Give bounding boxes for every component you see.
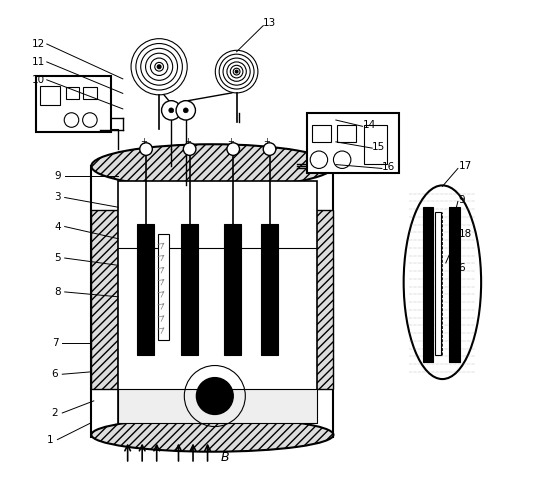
Bar (118, 181, 316, 423)
Circle shape (140, 143, 153, 155)
Bar (137, 224, 154, 355)
Circle shape (235, 70, 238, 73)
Bar (312, 125, 331, 142)
Bar (158, 234, 169, 340)
Bar (36, 76, 111, 132)
Circle shape (196, 377, 233, 414)
Circle shape (227, 143, 240, 155)
Bar (225, 224, 241, 355)
Circle shape (64, 113, 79, 127)
Text: +: + (184, 137, 190, 146)
Bar (307, 209, 333, 389)
Bar (83, 87, 97, 99)
Text: 6: 6 (458, 262, 465, 273)
Bar (91, 166, 333, 437)
Text: 18: 18 (458, 229, 472, 239)
Bar (434, 212, 441, 355)
Text: 5: 5 (54, 253, 61, 263)
Text: 9: 9 (54, 171, 61, 181)
Bar (364, 125, 387, 164)
Circle shape (169, 108, 174, 113)
Text: 12: 12 (32, 39, 45, 49)
Circle shape (333, 151, 351, 169)
Circle shape (263, 143, 276, 155)
Bar (337, 125, 356, 142)
Circle shape (183, 143, 196, 155)
Bar (181, 224, 198, 355)
Bar (39, 86, 60, 106)
Text: 7: 7 (52, 338, 58, 348)
Text: +: + (263, 137, 270, 146)
Ellipse shape (404, 186, 481, 379)
Bar (118, 389, 316, 423)
Bar (423, 207, 433, 362)
Text: +: + (140, 137, 147, 146)
Text: 1: 1 (47, 434, 54, 445)
Bar (449, 207, 460, 362)
Circle shape (83, 113, 97, 127)
Bar (307, 113, 399, 173)
Text: 15: 15 (372, 142, 385, 151)
Circle shape (183, 108, 188, 113)
Text: 14: 14 (362, 120, 376, 130)
Text: 4: 4 (54, 222, 61, 231)
Circle shape (162, 101, 181, 120)
Text: 13: 13 (263, 18, 276, 28)
Text: 2: 2 (52, 408, 58, 418)
Text: 3: 3 (54, 192, 61, 203)
Text: 6: 6 (52, 369, 58, 379)
Text: 8: 8 (54, 287, 61, 297)
Text: +: + (227, 137, 234, 146)
Bar (65, 87, 79, 99)
Text: 9: 9 (458, 195, 465, 205)
Text: 10: 10 (32, 75, 45, 85)
Text: 11: 11 (32, 57, 45, 67)
Text: $B$: $B$ (220, 451, 229, 464)
Circle shape (176, 101, 195, 120)
Bar (91, 209, 118, 389)
Text: 16: 16 (382, 162, 395, 172)
Bar (261, 224, 278, 355)
Circle shape (310, 151, 328, 169)
Ellipse shape (91, 144, 333, 188)
Ellipse shape (91, 418, 333, 452)
Circle shape (157, 65, 161, 69)
Text: 17: 17 (458, 161, 472, 171)
